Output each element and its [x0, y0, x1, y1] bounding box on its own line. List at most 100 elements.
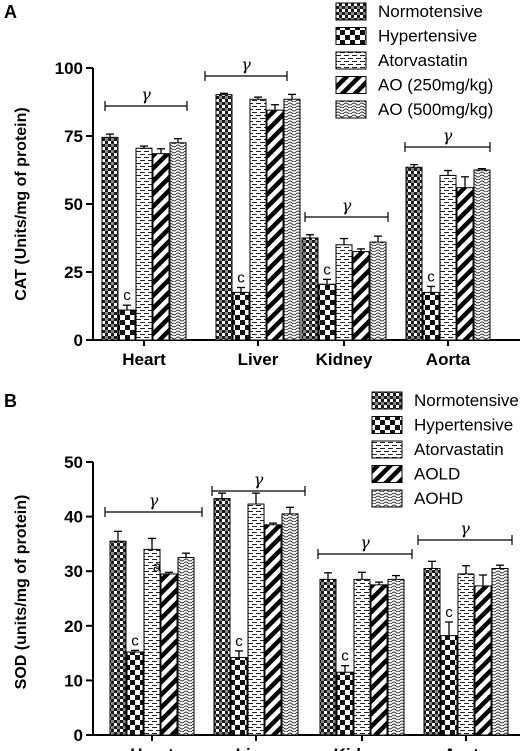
y-axis-label: CAT (Units/mg of protein) — [13, 107, 30, 300]
bar — [336, 671, 354, 736]
panel-b-chart: B 0 10 20 30 40 50 SOD (units/mg of protein) Hea… — [4, 391, 520, 751]
group-marker: γ — [443, 126, 453, 145]
bar — [473, 169, 491, 341]
bar — [247, 503, 265, 736]
bar — [213, 498, 231, 736]
legend-swatch — [371, 416, 403, 434]
significance-label: c — [131, 632, 139, 649]
legend-swatch — [371, 391, 403, 410]
x-tick-label: Liver — [238, 350, 279, 369]
group-marker: γ — [149, 491, 159, 510]
panel-letter: A — [4, 2, 17, 22]
legend-swatch — [335, 100, 367, 119]
bar — [264, 524, 282, 736]
panel-letter: B — [4, 391, 17, 411]
bar — [457, 573, 475, 736]
significance-label-extra: a — [153, 558, 162, 575]
bar — [215, 94, 233, 341]
x-tick-label: Heart — [130, 745, 174, 751]
y-tick-label: 25 — [64, 263, 83, 282]
bar — [101, 136, 119, 341]
bar — [301, 237, 319, 341]
bar — [283, 98, 301, 341]
significance-label: c — [237, 270, 245, 287]
bar — [249, 98, 267, 341]
significance-label: c — [123, 287, 131, 304]
legend-label: AO (250mg/kg) — [378, 76, 493, 95]
legend-label: Hypertensive — [414, 416, 513, 435]
bar — [319, 578, 337, 736]
legend-swatch — [371, 440, 403, 459]
legend-swatch — [335, 27, 367, 45]
legend-swatch — [335, 76, 367, 94]
bar — [160, 573, 178, 736]
bar — [266, 109, 284, 341]
bar — [118, 309, 136, 341]
y-tick-label: 0 — [74, 726, 83, 745]
bar — [335, 244, 353, 341]
legend-label: AOHD — [414, 489, 463, 508]
bar — [230, 656, 248, 736]
x-tick-label: Kidney — [334, 745, 391, 751]
legend-label: AO (500mg/kg) — [378, 100, 493, 119]
bar — [281, 513, 299, 736]
legend-label: Atorvastatin — [378, 51, 468, 70]
bar — [456, 187, 474, 341]
bar — [135, 147, 153, 341]
y-tick-label: 0 — [74, 331, 83, 350]
significance-label: c — [323, 261, 331, 278]
bar — [369, 241, 387, 341]
y-tick-label: 30 — [64, 562, 83, 581]
bar — [109, 540, 127, 736]
bar — [422, 291, 440, 341]
significance-label: c — [445, 604, 453, 621]
significance-label: c — [341, 648, 349, 665]
significance-label: c — [235, 633, 243, 650]
bar — [169, 142, 187, 341]
legend-label: Normotensive — [414, 391, 519, 410]
bar — [152, 153, 170, 341]
legend-swatch — [335, 2, 367, 21]
group-marker: γ — [342, 196, 352, 215]
bar — [474, 585, 492, 736]
y-tick-label: 50 — [64, 195, 83, 214]
bar — [440, 635, 458, 736]
legend-swatch — [371, 489, 403, 508]
bar — [318, 283, 336, 341]
y-tick-label: 75 — [64, 127, 83, 146]
bar — [423, 567, 441, 736]
legend-label: AOLD — [414, 465, 460, 484]
bar — [232, 291, 250, 341]
y-tick-label: 40 — [64, 508, 83, 527]
bar — [405, 166, 423, 341]
group-marker: γ — [460, 519, 470, 538]
legend-swatch — [371, 465, 403, 483]
x-tick-label: Kidney — [316, 350, 373, 369]
group-marker: γ — [141, 85, 151, 104]
group-marker: γ — [241, 55, 251, 74]
bar — [439, 174, 457, 341]
significance-label: c — [427, 268, 435, 285]
legend-label: Normotensive — [378, 2, 483, 21]
legend-label: Hypertensive — [378, 27, 477, 46]
legend-swatch — [335, 51, 367, 70]
panel-a-chart: A 0 25 50 75 100 CAT (Units/mg of protein) Hear… — [4, 2, 520, 369]
bar — [387, 578, 405, 736]
bar — [177, 557, 195, 736]
x-tick-label: Aorta — [426, 350, 471, 369]
y-axis-label: SOD (units/mg of protein) — [13, 495, 30, 690]
x-tick-label: Aorta — [444, 745, 489, 751]
group-marker: γ — [360, 533, 370, 552]
bar — [143, 548, 161, 736]
group-marker: γ — [254, 470, 264, 489]
bar — [370, 584, 388, 736]
bar — [352, 251, 370, 341]
bar — [491, 567, 509, 736]
x-tick-label: Liver — [236, 745, 277, 751]
y-tick-label: 100 — [55, 59, 83, 78]
y-tick-label: 50 — [64, 453, 83, 472]
y-tick-label: 10 — [64, 671, 83, 690]
bar — [353, 578, 371, 736]
y-tick-label: 20 — [64, 617, 83, 636]
